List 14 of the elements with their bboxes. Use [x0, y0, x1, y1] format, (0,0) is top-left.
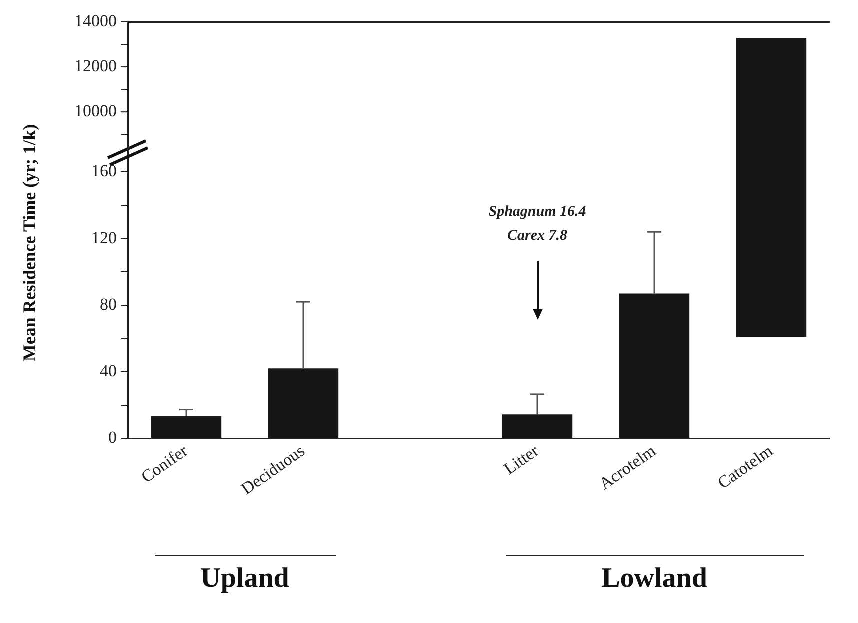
annotation: Sphagnum 16.4: [488, 204, 587, 220]
y-tick-label: 40: [100, 362, 117, 381]
text: Lowland: [600, 563, 708, 595]
y-tick-label: 12000: [74, 56, 117, 76]
annotation: Carex 7.8: [508, 228, 568, 244]
y-tick-label: 80: [100, 295, 117, 314]
y-tick-label: 14000: [74, 12, 117, 31]
y-axis-title: Mean Residence Time (yr; 1/k): [20, 124, 40, 362]
y-tick-label: 120: [92, 228, 117, 248]
y-tick-label: 0: [108, 428, 117, 448]
text: Upland: [200, 563, 290, 595]
y-tick-label: 10000: [74, 102, 117, 121]
y-tick-label: 160: [92, 162, 117, 182]
x-tick-label: Litter: [500, 442, 543, 479]
